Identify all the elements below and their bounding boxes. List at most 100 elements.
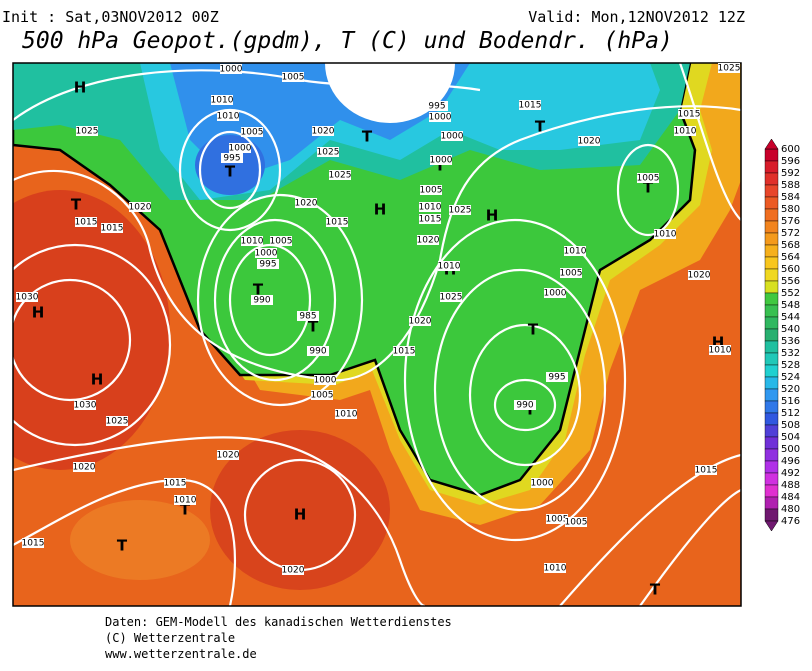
pressure-system-label: T [180,501,191,519]
warm-patch [70,500,210,580]
isobar-label-bg [544,563,566,573]
pressure-system-label: T [71,196,82,214]
isobar-label: 1020 [578,137,601,147]
isobar-label-bg [211,95,233,105]
isobar-label-bg [220,64,242,74]
isobar-label: 1005 [282,73,305,83]
colorbar-label: 520 [781,384,800,395]
isobar-label: 995 [223,154,240,164]
isobar-label: 1015 [101,224,124,234]
pressure-system-label: H [32,304,45,322]
isobar-label-bg [654,229,676,239]
isobar-label-bg [164,478,186,488]
colorbar-cap [764,520,779,532]
colorbar-cell [764,472,779,486]
isobar-label-bg [449,205,471,215]
isobar-label: 1020 [282,566,305,576]
isobar-label-bg [312,126,334,136]
isobar-label: 1000 [531,479,554,489]
isobar-label: 1015 [22,539,45,549]
colorbar-cell [764,184,779,198]
isobar-label-bg [75,217,97,227]
colorbar-cell [764,316,779,330]
pressure-system-label: T [650,581,661,599]
pressure-system-label: T [117,537,128,555]
isobar-label: 1000 [314,376,337,386]
isobar-label-bg [297,311,319,321]
isobar-label: 1020 [295,199,318,209]
isobar-label-bg [441,131,463,141]
colorbar-label: 484 [781,492,800,503]
colorbar-cell [764,304,779,318]
isobar-label-bg [393,346,415,356]
isobar-label-bg [22,538,44,548]
isobar-label-bg [544,288,566,298]
isobar-label-bg [311,390,333,400]
colorbar-label: 500 [781,444,800,455]
colorbar-cap [764,138,779,150]
isobar-label-bg [440,292,462,302]
colorbar-label: 580 [781,204,800,215]
isobar-label: 1025 [106,417,129,427]
isobar-label-bg [74,400,96,410]
isobar-label: 1020 [417,236,440,246]
isobar-label: 1010 [217,112,240,122]
isobar-label-bg [255,248,277,258]
colorbar-cell [764,352,779,366]
isobar-label: 985 [299,312,316,322]
isobar-label-bg [106,416,128,426]
isobar-label-bg [241,127,263,137]
isobar-label: 1020 [688,271,711,281]
footer-copyright: (C) Wetterzentrale [105,631,235,645]
isobar-label-bg [578,136,600,146]
isobar-label-bg [426,101,448,111]
colorbar-cell [764,268,779,282]
isobar-label-bg [326,217,348,227]
isobar-label-bg [546,372,568,382]
isobar-label-bg [307,346,329,356]
footer-source: Daten: GEM-Modell des kanadischen Wetter… [105,615,452,629]
isobar-label-bg [709,345,731,355]
isobar-label-bg [229,143,251,153]
colorbar-cell [764,292,779,306]
colorbar-cell [764,208,779,222]
colorbar-label: 548 [781,300,800,311]
pressure-system-label: H [486,207,499,225]
isobar-label: 1020 [73,463,96,473]
warm-core [13,190,170,470]
isobar-label: 1015 [419,215,442,225]
isobar-label: 1015 [519,101,542,111]
colorbar-label: 532 [781,348,800,359]
valid-text: Valid: Mon,12NOV2012 12Z [528,8,745,26]
isobar-label: 995 [428,102,445,112]
isobar-label: 1025 [440,293,463,303]
isobar-label: 1015 [326,218,349,228]
isobar-label: 1015 [164,479,187,489]
isobar-label-bg [217,450,239,460]
isobar-label: 1010 [211,96,234,106]
colorbar-cell [764,436,779,450]
isobar-label-bg [564,246,586,256]
isobar-label: 990 [516,401,533,411]
isobar-label-bg [76,126,98,136]
warm-core [210,430,390,590]
isobar-label: 1020 [312,127,335,137]
isobar-label-bg [257,259,279,269]
colorbar-cell [764,388,779,402]
isobar-label: 1005 [311,391,334,401]
isobar-label: 1010 [419,203,442,213]
colorbar-label: 496 [781,456,800,467]
isobar-label-bg [282,72,304,82]
isobar-label: 1010 [335,410,358,420]
isobar-label-bg [420,185,442,195]
isobar-label: 1025 [718,64,741,74]
colorbar-label: 524 [781,372,800,383]
colorbar-label: 504 [781,432,800,443]
colorbar-cell [764,508,779,522]
pressure-system-label: T [362,128,373,146]
colorbar-label: 568 [781,240,800,251]
isobar-label: 1010 [174,496,197,506]
colorbar-label: 544 [781,312,800,323]
isobar-label: 1020 [217,451,240,461]
isobar-label: 1020 [409,317,432,327]
